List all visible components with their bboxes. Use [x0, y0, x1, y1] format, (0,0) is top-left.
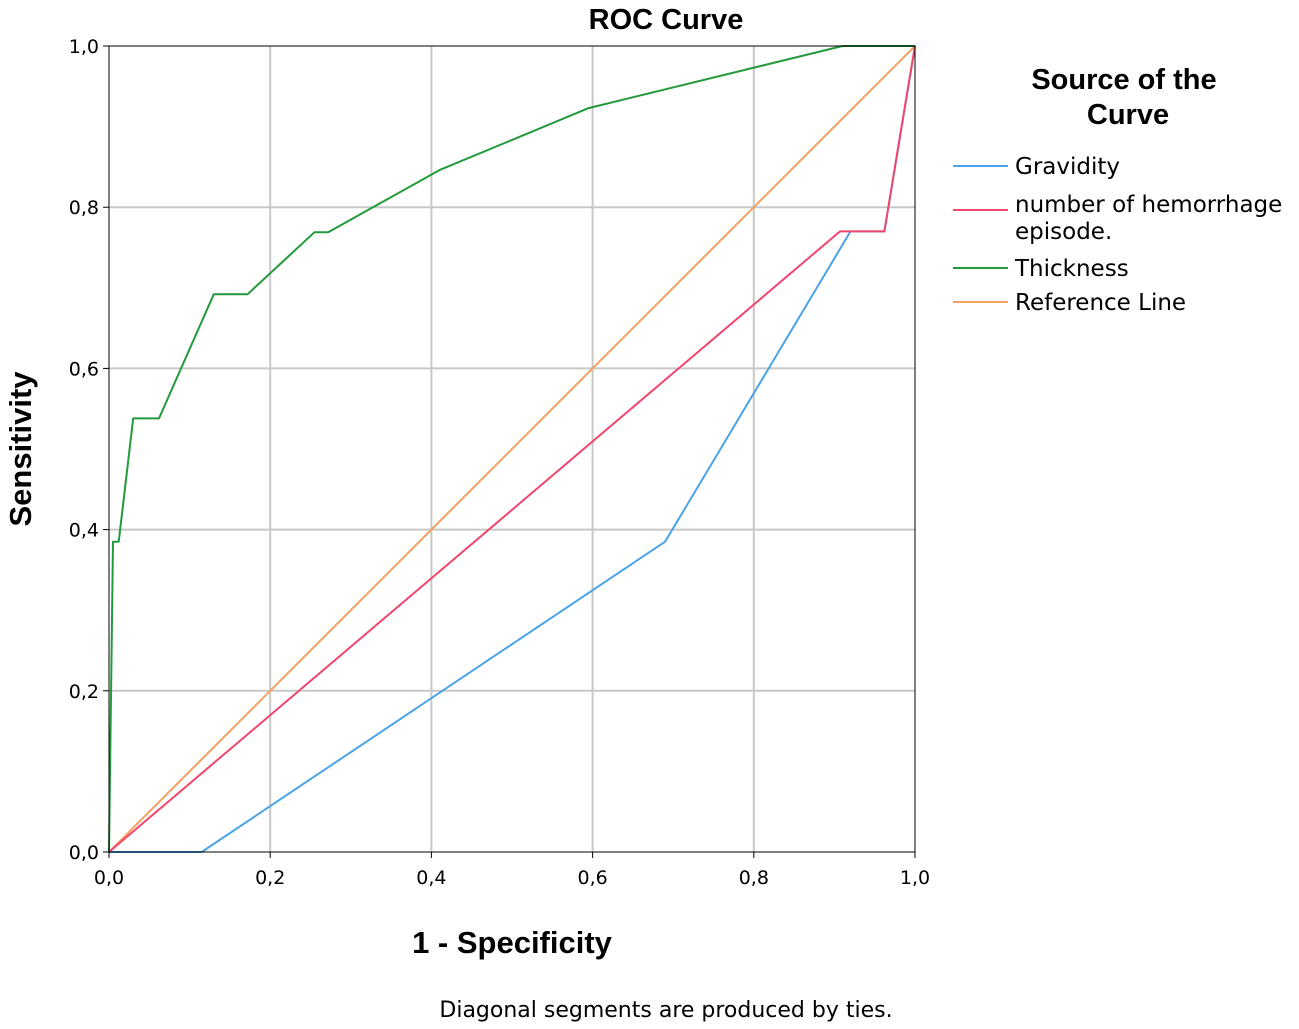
y-axis-title: Sensitivity: [3, 371, 38, 527]
legend-label-reference-line: Reference Line: [1015, 290, 1186, 316]
footnote: Diagonal segments are produced by ties.: [439, 998, 892, 1023]
y-tick-label: 0,4: [69, 520, 99, 542]
y-tick-label: 0,2: [69, 681, 99, 703]
y-tick-label: 1,0: [69, 36, 99, 58]
y-tick-labels: 0,0 0,2 0,4 0,6 0,8 1,0: [69, 36, 109, 864]
series-line-reference-line: [108, 45, 916, 853]
x-axis-title: 1 - Specificity: [412, 925, 613, 960]
x-tick-label: 0,8: [739, 867, 769, 889]
series-line-thickness: [108, 45, 915, 853]
x-tick-label: 0,4: [416, 867, 446, 889]
x-tick-label: 0,6: [577, 867, 607, 889]
plot-frame: [108, 45, 916, 853]
y-tick-label: 0,6: [69, 358, 99, 380]
x-tick-label: 1,0: [900, 867, 930, 889]
x-tick-labels: 0,0 0,2 0,4 0,6 0,8 1,0: [94, 852, 930, 889]
legend-title: Source of the Curve: [1031, 64, 1224, 131]
legend-label-number-of-hemorrhage-episode: number of hemorrhage episode.: [1015, 192, 1282, 245]
x-tick-label: 0,2: [255, 867, 285, 889]
grid-lines: [109, 46, 915, 852]
legend-title-line-1: Source of the: [1031, 64, 1216, 96]
chart-title: ROC Curve: [589, 4, 744, 36]
legend-title-line-2: Curve: [1087, 99, 1169, 131]
series-line-number-of-hemorrhage-episode: [108, 45, 916, 853]
legend-label-gravidity: Gravidity: [1015, 154, 1120, 180]
y-tick-label: 0,0: [69, 842, 99, 864]
legend-label-thickness: Thickness: [1014, 256, 1129, 282]
legend: Gravidity number of hemorrhage episode. Thi…: [953, 154, 1282, 316]
x-tick-label: 0,0: [94, 867, 124, 889]
y-tick-label: 0,8: [69, 197, 99, 219]
